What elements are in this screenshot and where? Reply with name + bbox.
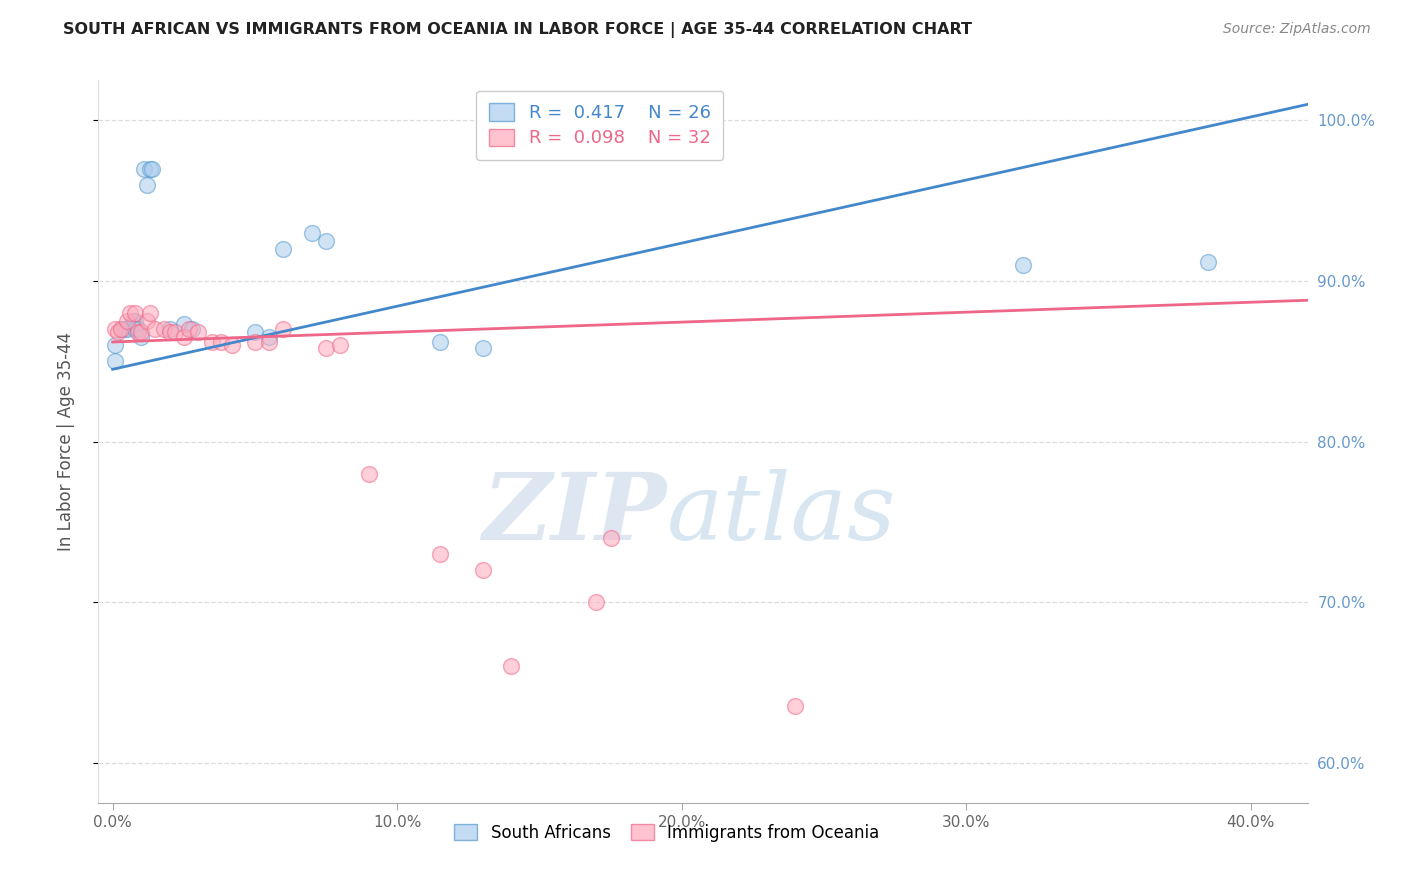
- Point: [785, 699, 807, 714]
- Point: [127, 322, 149, 336]
- Point: [257, 330, 280, 344]
- Point: [471, 342, 494, 356]
- Point: [173, 330, 195, 344]
- Point: [121, 314, 143, 328]
- Point: [141, 161, 163, 176]
- Point: [104, 354, 127, 368]
- Point: [181, 322, 204, 336]
- Point: [585, 595, 607, 609]
- Point: [110, 322, 132, 336]
- Point: [129, 326, 152, 340]
- Point: [153, 322, 176, 336]
- Point: [104, 322, 127, 336]
- Point: [429, 547, 451, 561]
- Y-axis label: In Labor Force | Age 35-44: In Labor Force | Age 35-44: [56, 332, 75, 551]
- Point: [118, 306, 141, 320]
- Point: [357, 467, 380, 481]
- Point: [1012, 258, 1035, 272]
- Point: [221, 338, 243, 352]
- Text: ZIP: ZIP: [482, 469, 666, 558]
- Text: SOUTH AFRICAN VS IMMIGRANTS FROM OCEANIA IN LABOR FORCE | AGE 35-44 CORRELATION : SOUTH AFRICAN VS IMMIGRANTS FROM OCEANIA…: [63, 22, 973, 38]
- Point: [179, 322, 201, 336]
- Point: [329, 338, 352, 352]
- Legend: South Africans, Immigrants from Oceania: South Africans, Immigrants from Oceania: [447, 817, 886, 848]
- Point: [127, 326, 149, 340]
- Point: [112, 322, 135, 336]
- Point: [159, 326, 181, 340]
- Point: [187, 326, 209, 340]
- Point: [124, 314, 146, 328]
- Point: [471, 563, 494, 577]
- Point: [104, 338, 127, 352]
- Point: [257, 334, 280, 349]
- Point: [143, 322, 166, 336]
- Text: atlas: atlas: [666, 469, 896, 558]
- Point: [165, 326, 187, 340]
- Point: [243, 334, 266, 349]
- Point: [243, 326, 266, 340]
- Point: [132, 161, 155, 176]
- Point: [129, 330, 152, 344]
- Text: Source: ZipAtlas.com: Source: ZipAtlas.com: [1223, 22, 1371, 37]
- Point: [135, 314, 157, 328]
- Point: [124, 322, 146, 336]
- Point: [209, 334, 232, 349]
- Point: [138, 161, 160, 176]
- Point: [135, 178, 157, 192]
- Point: [107, 326, 129, 340]
- Point: [301, 226, 323, 240]
- Point: [115, 322, 138, 336]
- Point: [273, 322, 295, 336]
- Point: [124, 306, 146, 320]
- Point: [1197, 254, 1219, 268]
- Point: [273, 242, 295, 256]
- Point: [315, 342, 337, 356]
- Point: [110, 322, 132, 336]
- Point: [499, 659, 522, 673]
- Point: [138, 306, 160, 320]
- Point: [159, 322, 181, 336]
- Point: [429, 334, 451, 349]
- Point: [173, 318, 195, 332]
- Point: [315, 234, 337, 248]
- Point: [599, 531, 621, 545]
- Point: [115, 314, 138, 328]
- Point: [201, 334, 224, 349]
